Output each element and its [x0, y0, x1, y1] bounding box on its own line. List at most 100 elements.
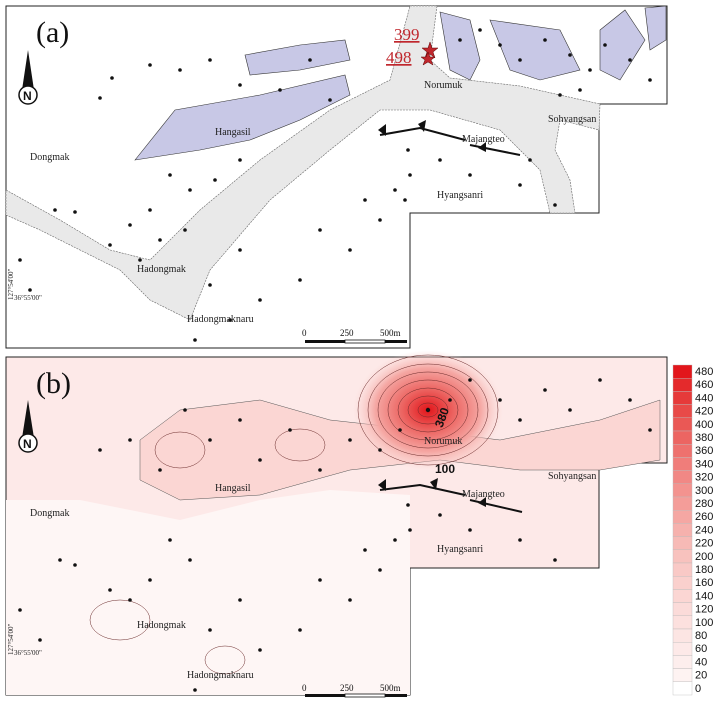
place-dongmak-b: Dongmak [30, 508, 69, 519]
place-sohyangsan-a: Sohyangsan [548, 114, 596, 125]
legend-label: 140 [695, 590, 713, 602]
legend-swatch [672, 536, 693, 550]
legend-swatch [672, 562, 693, 577]
fault-triangle [418, 120, 426, 132]
legend-label: 320 [695, 472, 713, 484]
scale-end-a: 500m [380, 328, 401, 338]
contour-label-380: 380 [432, 405, 452, 429]
legend-swatch [672, 417, 693, 432]
legend-swatch [672, 496, 693, 511]
legend-swatch [672, 510, 693, 524]
legend-label: 440 [695, 392, 713, 404]
legend-label: 420 [695, 406, 713, 418]
legend-swatch [672, 642, 693, 656]
legend-label: 240 [695, 524, 713, 536]
sample-value-498: 498 [386, 48, 412, 67]
geology-a-4 [489, 19, 581, 81]
fault-a-1 [379, 126, 466, 141]
geology-a-6 [644, 5, 667, 51]
legend-swatch [672, 364, 693, 379]
legend-swatch [672, 668, 693, 682]
place-hyangsanri-a: Hyangsanri [437, 190, 483, 201]
scale-end-b: 500m [380, 683, 401, 693]
legend-swatch [672, 430, 693, 445]
legend-swatch [672, 523, 693, 537]
legend-swatch [672, 589, 693, 603]
legend-label: 100 [695, 617, 713, 629]
legend-label: 260 [695, 511, 713, 523]
legend-label: 200 [695, 551, 713, 563]
legend-label: 80 [695, 630, 707, 642]
place-hadongmak-b: Hadongmak [137, 620, 186, 631]
legend-swatch [672, 681, 693, 696]
place-sohyangsan-b: Sohyangsan [548, 471, 596, 482]
legend-swatch [672, 628, 693, 643]
legend-swatch [672, 602, 693, 616]
panel-a: (a) N Hangasil Dongmak Norumuk Sohyangsa… [5, 5, 668, 349]
contour-label-100: 100 [435, 462, 455, 476]
legend-label: 480 [695, 366, 713, 378]
legend-label: 400 [695, 419, 713, 431]
place-majangteo-b: Majangteo [462, 489, 505, 500]
place-dongmak-a: Dongmak [30, 152, 69, 163]
place-norumuk-b: Norumuk [424, 436, 462, 447]
sample-points-b [18, 378, 652, 692]
fault-triangle [378, 479, 386, 491]
legend-label: 160 [695, 577, 713, 589]
low-zone [6, 490, 410, 695]
coord-lon-a: 127°54'00" [7, 268, 15, 300]
place-norumuk-a: Norumuk [424, 80, 462, 91]
place-hadongmaknaru-a: Hadongmaknaru [187, 314, 254, 325]
panel-b-label: (b) [36, 367, 71, 400]
scale-bar-a: 0 250 500m [302, 328, 407, 344]
fault-triangle [478, 497, 486, 507]
fault-b-2 [469, 499, 523, 513]
fault-triangle [378, 124, 386, 136]
coord-lon-b: 127°54'00" [7, 623, 15, 655]
scale-mid-a: 250 [340, 328, 354, 338]
svg-text:N: N [23, 437, 32, 451]
fault-triangle [430, 478, 438, 490]
scale-zero-b: 0 [302, 683, 307, 693]
legend-label: 340 [695, 458, 713, 470]
legend-label: 360 [695, 445, 713, 457]
legend-swatch [672, 576, 693, 590]
place-hangasil-a: Hangasil [215, 127, 251, 138]
legend-swatch [672, 483, 693, 498]
geology-a-2 [244, 39, 351, 76]
legend-swatch [672, 457, 693, 471]
coord-lat-a: 36°55'00" [14, 294, 42, 302]
north-arrow-icon: N [18, 50, 38, 105]
coord-lat-b: 36°55'00" [14, 649, 42, 657]
legend-label: 180 [695, 564, 713, 576]
legend-label: 60 [695, 643, 707, 655]
panel-a-label: (a) [36, 16, 69, 49]
fault-b-1 [379, 483, 466, 496]
fault-a-2 [469, 144, 521, 156]
geology-a-1 [134, 74, 351, 161]
sample-value-399: 399 [394, 25, 420, 44]
river-a [5, 5, 601, 321]
legend-swatch [672, 615, 693, 630]
north-arrow-icon: N [18, 400, 38, 453]
legend-swatch [672, 655, 693, 669]
legend-label: 300 [695, 485, 713, 497]
legend-label: 460 [695, 379, 713, 391]
legend-swatch [672, 444, 693, 458]
scale-zero-a: 0 [302, 328, 307, 338]
legend-label: 280 [695, 498, 713, 510]
geology-a-3 [439, 11, 481, 81]
legend-label: 20 [695, 670, 707, 682]
svg-text:N: N [23, 89, 32, 103]
place-hangasil-b: Hangasil [215, 483, 251, 494]
place-hyangsanri-b: Hyangsanri [437, 544, 483, 555]
legend-label: 0 [695, 683, 701, 695]
legend-label: 220 [695, 538, 713, 550]
place-hadongmak-a: Hadongmak [137, 264, 186, 275]
star-icon [421, 41, 439, 59]
geology-a-5 [599, 9, 646, 81]
sample-points-a [18, 28, 652, 342]
legend-label: 380 [695, 432, 713, 444]
